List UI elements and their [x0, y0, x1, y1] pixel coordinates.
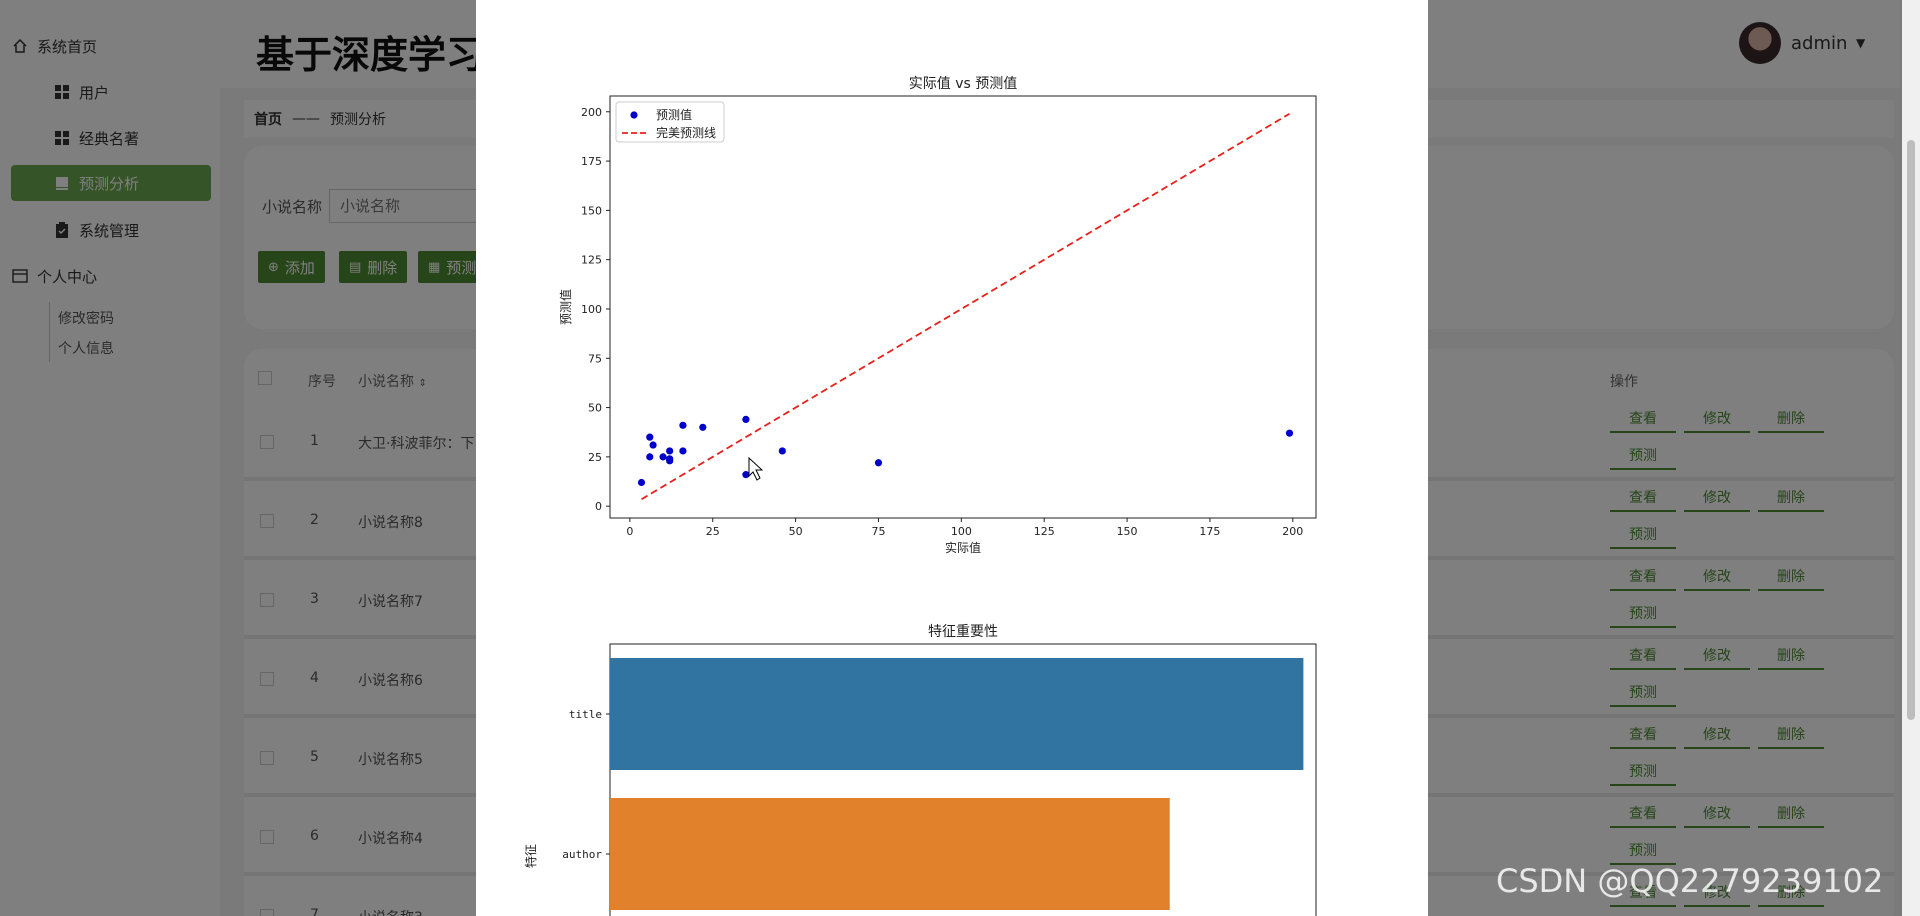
scatter-point [679, 421, 687, 429]
legend-label-line: 完美预测线 [656, 125, 716, 140]
y-tick-label: author [562, 848, 602, 861]
x-tick-label: 75 [871, 525, 885, 538]
scatter-point [679, 447, 687, 455]
page-scrollbar[interactable] [1902, 0, 1920, 916]
x-axis-label: 实际值 [945, 540, 981, 555]
scatter-point [637, 478, 646, 487]
y-tick-label: 175 [581, 155, 602, 168]
scatter-point [646, 453, 654, 461]
watermark: CSDN @QQ2279239102 [1496, 862, 1884, 900]
y-tick-label: 50 [588, 402, 602, 415]
x-tick-label: 150 [1117, 525, 1138, 538]
scatter-point [659, 453, 667, 461]
y-tick-label: 25 [588, 451, 602, 464]
scatter-point [699, 423, 707, 431]
x-tick-label: 50 [789, 525, 803, 538]
y-axis-label: 预测值 [558, 289, 573, 325]
scatter-point [666, 457, 674, 465]
y-tick-label: 200 [581, 106, 602, 119]
x-tick-label: 125 [1034, 525, 1055, 538]
x-tick-label: 100 [951, 525, 972, 538]
y-tick-label: 150 [581, 204, 602, 217]
legend-marker-points [630, 111, 638, 119]
chart-canvas: 实际值 vs 预测值 0 25 50 75 100 125 150 175 200 0 25 50 75 1… [523, 76, 1317, 916]
scatter-point [778, 447, 786, 455]
scatter-point [874, 459, 883, 467]
perfect-prediction-line [641, 112, 1290, 501]
bar-author [610, 798, 1170, 910]
bar-chart-title: 特征重要性 [928, 624, 998, 640]
scatter-point [646, 433, 654, 441]
scatter-point [742, 471, 750, 479]
bar-title [610, 658, 1304, 770]
legend-label-points: 预测值 [656, 107, 692, 122]
y-tick-label: 100 [581, 303, 602, 316]
prediction-dialog: 实际值 vs 预测值 0 25 50 75 100 125 150 175 200 0 25 50 75 1… [476, 0, 1428, 916]
x-tick-label: 25 [706, 525, 720, 538]
x-tick-label: 0 [626, 525, 633, 538]
x-tick-label: 200 [1282, 525, 1303, 538]
scrollbar-thumb[interactable] [1907, 140, 1915, 720]
scatter-point [649, 441, 657, 449]
x-tick-label: 175 [1199, 525, 1220, 538]
scatter-point [742, 415, 750, 424]
y-tick-label: title [569, 708, 602, 721]
bar-y-axis-label: 特征 [523, 844, 538, 868]
scatter-plot-frame [609, 95, 1317, 519]
scatter-point [1285, 429, 1294, 437]
scatter-chart-title: 实际值 vs 预测值 [909, 76, 1017, 92]
legend-box [615, 101, 725, 143]
y-tick-label: 125 [581, 254, 602, 267]
mouse-cursor-icon [748, 456, 764, 481]
y-tick-label: 75 [588, 352, 602, 365]
scatter-point [666, 447, 674, 455]
y-tick-label: 0 [595, 500, 602, 513]
